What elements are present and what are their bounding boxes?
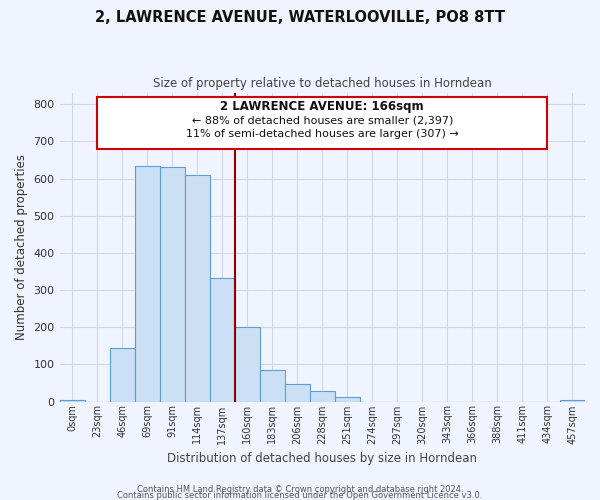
Bar	[160, 167, 185, 402]
Bar	[185, 175, 209, 402]
Bar	[134, 166, 160, 402]
Text: 11% of semi-detached houses are larger (307) →: 11% of semi-detached houses are larger (…	[186, 129, 458, 139]
Text: 2 LAWRENCE AVENUE: 166sqm: 2 LAWRENCE AVENUE: 166sqm	[220, 100, 424, 112]
Text: Contains HM Land Registry data © Crown copyright and database right 2024.: Contains HM Land Registry data © Crown c…	[137, 485, 463, 494]
Text: ← 88% of detached houses are smaller (2,397): ← 88% of detached houses are smaller (2,…	[191, 115, 453, 125]
Bar	[335, 396, 360, 402]
X-axis label: Distribution of detached houses by size in Horndean: Distribution of detached houses by size …	[167, 452, 477, 465]
Y-axis label: Number of detached properties: Number of detached properties	[15, 154, 28, 340]
Text: 2, LAWRENCE AVENUE, WATERLOOVILLE, PO8 8TT: 2, LAWRENCE AVENUE, WATERLOOVILLE, PO8 8…	[95, 10, 505, 25]
Bar	[560, 400, 585, 402]
Text: Contains public sector information licensed under the Open Government Licence v3: Contains public sector information licen…	[118, 491, 482, 500]
Bar	[310, 392, 335, 402]
Bar	[285, 384, 310, 402]
Bar	[260, 370, 285, 402]
Bar	[209, 278, 235, 402]
Bar	[235, 327, 260, 402]
Bar	[59, 400, 85, 402]
Bar	[110, 348, 134, 402]
Title: Size of property relative to detached houses in Horndean: Size of property relative to detached ho…	[153, 78, 491, 90]
FancyBboxPatch shape	[97, 97, 547, 149]
